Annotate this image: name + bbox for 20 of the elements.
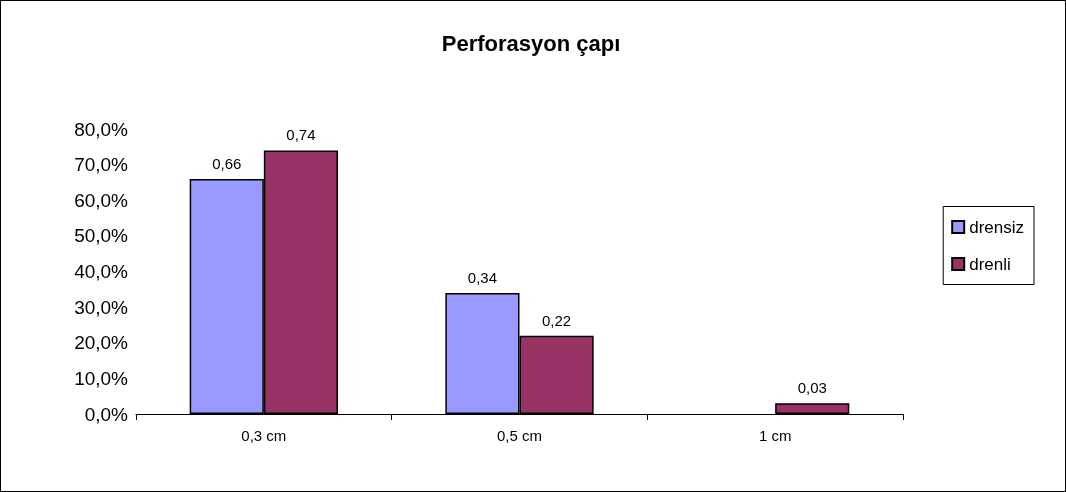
y-tick-label: 60,0% [74, 189, 129, 211]
y-tick-label: 20,0% [74, 332, 129, 354]
y-tick-label: 40,0% [74, 261, 129, 282]
y-tick-label: 10,0% [74, 367, 129, 389]
y-tick-label: 50,0% [74, 225, 129, 247]
data-label: 0,74 [286, 126, 316, 144]
legend-label: drenli [969, 254, 1011, 274]
y-tick-label: 80,0% [74, 118, 129, 140]
data-label: 0,03 [797, 379, 827, 397]
y-tick-label: 70,0% [74, 154, 129, 176]
data-label: 0,66 [212, 154, 242, 172]
x-tick-label: 0,5 cm [496, 427, 543, 444]
data-label: 0,22 [541, 311, 572, 329]
legend-label: drensiz [969, 217, 1025, 237]
y-tick-label: 30,0% [74, 296, 129, 318]
data-label: 0,34 [467, 268, 498, 286]
x-tick-label: 1 cm [758, 427, 792, 444]
y-tick-label: 0,0% [84, 403, 129, 425]
x-tick-label: 0,3 cm [241, 427, 287, 444]
chart-title: Perforasyon çapı [441, 30, 621, 56]
